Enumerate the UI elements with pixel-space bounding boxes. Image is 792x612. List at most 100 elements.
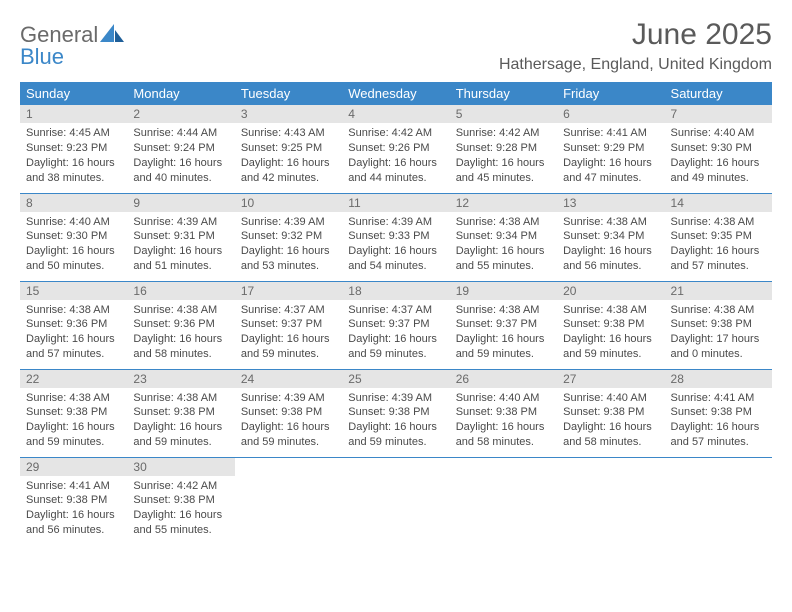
calendar-cell: 7Sunrise: 4:40 AMSunset: 9:30 PMDaylight… [665, 105, 772, 193]
calendar-cell-empty [450, 457, 557, 545]
logo: General Blue [20, 18, 124, 68]
calendar-cell: 18Sunrise: 4:37 AMSunset: 9:37 PMDayligh… [342, 281, 449, 369]
logo-text: General Blue [20, 24, 124, 68]
day-number: 6 [557, 105, 664, 123]
day-details: Sunrise: 4:39 AMSunset: 9:31 PMDaylight:… [133, 215, 228, 274]
calendar-cell: 20Sunrise: 4:38 AMSunset: 9:38 PMDayligh… [557, 281, 664, 369]
day-details: Sunrise: 4:38 AMSunset: 9:36 PMDaylight:… [26, 303, 121, 362]
day-number: 12 [450, 194, 557, 212]
day-number: 20 [557, 282, 664, 300]
calendar-cell-empty [342, 457, 449, 545]
calendar-cell: 19Sunrise: 4:38 AMSunset: 9:37 PMDayligh… [450, 281, 557, 369]
calendar-cell: 25 Sunrise: 4:39 AMSunset: 9:38 PMDayligh… [342, 369, 449, 457]
calendar-cell: 3Sunrise: 4:43 AMSunset: 9:25 PMDaylight… [235, 105, 342, 193]
day-number: 17 [235, 282, 342, 300]
day-details: Sunrise: 4:40 AMSunset: 9:38 PMDaylight:… [456, 391, 551, 450]
day-number: 29 [20, 458, 127, 476]
day-number: 3 [235, 105, 342, 123]
day-number: 10 [235, 194, 342, 212]
logo-sail-icon [100, 24, 124, 42]
header: General Blue June 2025 Hathersage, Engla… [20, 18, 772, 74]
weekday-header: Monday [127, 82, 234, 105]
calendar-cell: 29 Sunrise: 4:41 AMSunset: 9:38 PMDayligh… [20, 457, 127, 545]
day-number: 25 [342, 370, 449, 388]
calendar-row: 1Sunrise: 4:45 AMSunset: 9:23 PMDaylight… [20, 105, 772, 193]
calendar-row: 15Sunrise: 4:38 AMSunset: 9:36 PMDayligh… [20, 281, 772, 369]
day-details: Sunrise: 4:41 AMSunset: 9:38 PMDaylight:… [671, 391, 766, 450]
day-details: Sunrise: 4:40 AMSunset: 9:30 PMDaylight:… [671, 126, 766, 185]
weekday-header: Thursday [450, 82, 557, 105]
day-number: 1 [20, 105, 127, 123]
day-details: Sunrise: 4:39 AMSunset: 9:33 PMDaylight:… [348, 215, 443, 274]
day-number: 11 [342, 194, 449, 212]
day-number: 22 [20, 370, 127, 388]
day-details: Sunrise: 4:40 AMSunset: 9:38 PMDaylight:… [563, 391, 658, 450]
weekday-header: Wednesday [342, 82, 449, 105]
day-details: Sunrise: 4:38 AMSunset: 9:38 PMDaylight:… [671, 303, 766, 362]
day-number: 23 [127, 370, 234, 388]
day-number: 5 [450, 105, 557, 123]
calendar-cell: 24Sunrise: 4:39 AMSunset: 9:38 PMDayligh… [235, 369, 342, 457]
day-details: Sunrise: 4:42 AMSunset: 9:38 PMDaylight:… [133, 479, 228, 538]
day-details: Sunrise: 4:38 AMSunset: 9:34 PMDaylight:… [456, 215, 551, 274]
day-details: Sunrise: 4:42 AMSunset: 9:26 PMDaylight:… [348, 126, 443, 185]
calendar-cell: 26 Sunrise: 4:40 AMSunset: 9:38 PMDayligh… [450, 369, 557, 457]
calendar-cell: 5 Sunrise: 4:42 AMSunset: 9:28 PMDaylight… [450, 105, 557, 193]
day-number: 24 [235, 370, 342, 388]
calendar-cell: 13 Sunrise: 4:38 AMSunset: 9:34 PMDayligh… [557, 193, 664, 281]
calendar-row: 8 Sunrise: 4:40 AMSunset: 9:30 PMDaylight… [20, 193, 772, 281]
calendar-cell: 16 Sunrise: 4:38 AMSunset: 9:36 PMDayligh… [127, 281, 234, 369]
day-details: Sunrise: 4:42 AMSunset: 9:28 PMDaylight:… [456, 126, 551, 185]
day-number: 26 [450, 370, 557, 388]
weekday-header: Friday [557, 82, 664, 105]
day-number: 21 [665, 282, 772, 300]
day-details: Sunrise: 4:41 AMSunset: 9:29 PMDaylight:… [563, 126, 658, 185]
day-number: 18 [342, 282, 449, 300]
day-number: 8 [20, 194, 127, 212]
day-details: Sunrise: 4:40 AMSunset: 9:30 PMDaylight:… [26, 215, 121, 274]
day-number: 30 [127, 458, 234, 476]
day-details: Sunrise: 4:39 AMSunset: 9:38 PMDaylight:… [348, 391, 443, 450]
calendar-cell: 23 Sunrise: 4:38 AMSunset: 9:38 PMDayligh… [127, 369, 234, 457]
day-number: 9 [127, 194, 234, 212]
day-details: Sunrise: 4:41 AMSunset: 9:38 PMDaylight:… [26, 479, 121, 538]
day-number: 4 [342, 105, 449, 123]
location: Hathersage, England, United Kingdom [499, 56, 772, 74]
logo-word2: Blue [20, 44, 64, 69]
calendar-cell: 1Sunrise: 4:45 AMSunset: 9:23 PMDaylight… [20, 105, 127, 193]
calendar-cell: 12 Sunrise: 4:38 AMSunset: 9:34 PMDayligh… [450, 193, 557, 281]
day-details: Sunrise: 4:38 AMSunset: 9:35 PMDaylight:… [671, 215, 766, 274]
calendar-cell: 21 Sunrise: 4:38 AMSunset: 9:38 PMDayligh… [665, 281, 772, 369]
day-details: Sunrise: 4:38 AMSunset: 9:37 PMDaylight:… [456, 303, 551, 362]
day-number: 16 [127, 282, 234, 300]
calendar-cell-empty [557, 457, 664, 545]
calendar-cell: 15Sunrise: 4:38 AMSunset: 9:36 PMDayligh… [20, 281, 127, 369]
calendar-cell: 11 Sunrise: 4:39 AMSunset: 9:33 PMDayligh… [342, 193, 449, 281]
calendar-cell: 30 Sunrise: 4:42 AMSunset: 9:38 PMDayligh… [127, 457, 234, 545]
day-number: 28 [665, 370, 772, 388]
calendar-cell: 28 Sunrise: 4:41 AMSunset: 9:38 PMDayligh… [665, 369, 772, 457]
day-number: 27 [557, 370, 664, 388]
weekday-header: Saturday [665, 82, 772, 105]
day-details: Sunrise: 4:38 AMSunset: 9:34 PMDaylight:… [563, 215, 658, 274]
calendar-cell: 2 Sunrise: 4:44 AMSunset: 9:24 PMDaylight… [127, 105, 234, 193]
day-number: 2 [127, 105, 234, 123]
month-title: June 2025 [499, 18, 772, 52]
calendar-cell: 14Sunrise: 4:38 AMSunset: 9:35 PMDayligh… [665, 193, 772, 281]
calendar-cell: 27 Sunrise: 4:40 AMSunset: 9:38 PMDayligh… [557, 369, 664, 457]
calendar-cell: 4 Sunrise: 4:42 AMSunset: 9:26 PMDaylight… [342, 105, 449, 193]
weekday-header-row: Sunday Monday Tuesday Wednesday Thursday… [20, 82, 772, 105]
calendar-cell-empty [235, 457, 342, 545]
calendar-cell: 10 Sunrise: 4:39 AMSunset: 9:32 PMDayligh… [235, 193, 342, 281]
calendar-cell-empty [665, 457, 772, 545]
calendar-table: Sunday Monday Tuesday Wednesday Thursday… [20, 82, 772, 545]
weekday-header: Tuesday [235, 82, 342, 105]
day-number: 13 [557, 194, 664, 212]
calendar-row: 29 Sunrise: 4:41 AMSunset: 9:38 PMDayligh… [20, 457, 772, 545]
day-details: Sunrise: 4:38 AMSunset: 9:36 PMDaylight:… [133, 303, 228, 362]
day-details: Sunrise: 4:38 AMSunset: 9:38 PMDaylight:… [133, 391, 228, 450]
calendar-cell: 8 Sunrise: 4:40 AMSunset: 9:30 PMDaylight… [20, 193, 127, 281]
calendar-row: 22 Sunrise: 4:38 AMSunset: 9:38 PMDayligh… [20, 369, 772, 457]
day-details: Sunrise: 4:39 AMSunset: 9:32 PMDaylight:… [241, 215, 336, 274]
day-details: Sunrise: 4:44 AMSunset: 9:24 PMDaylight:… [133, 126, 228, 185]
